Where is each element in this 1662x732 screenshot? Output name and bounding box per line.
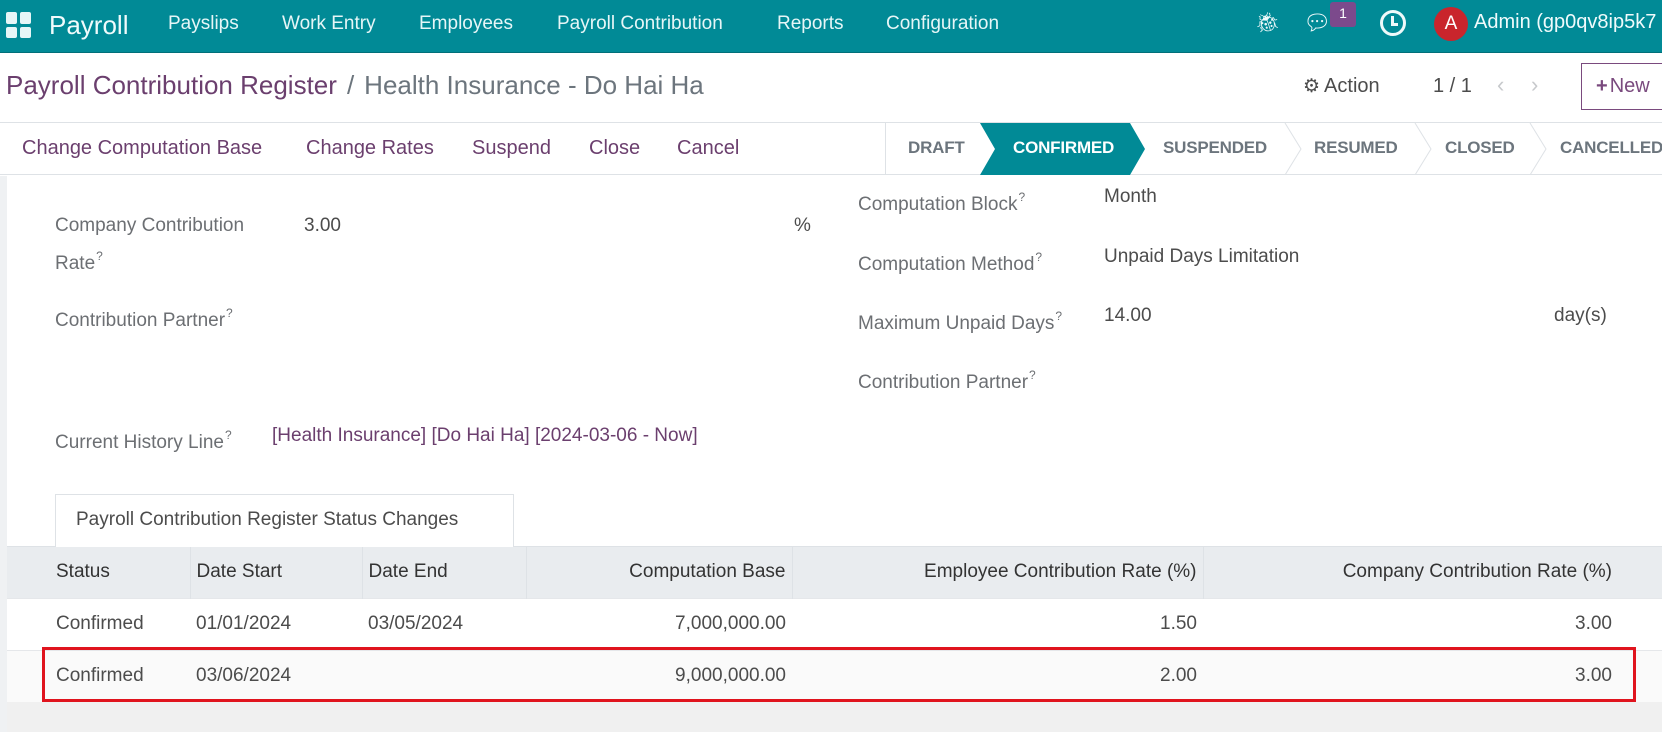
current-history-line-link[interactable]: [Health Insurance] [Do Hai Ha] [2024-03-… — [272, 425, 698, 446]
breadcrumb-current: Health Insurance - Do Hai Ha — [364, 70, 704, 100]
cell-computation-base: 7,000,000.00 — [526, 597, 792, 650]
change-computation-base-button[interactable]: Change Computation Base — [22, 137, 263, 159]
close-button[interactable]: Close — [589, 137, 641, 159]
stage-separator-icon — [1284, 123, 1302, 175]
clock-icon[interactable] — [1380, 10, 1406, 36]
computation-block-label: Computation Block? — [858, 190, 1026, 215]
pager-next-icon[interactable]: › — [1531, 72, 1539, 97]
new-button[interactable]: + New — [1581, 63, 1662, 110]
new-label: New — [1609, 75, 1650, 97]
action-label: Action — [1324, 75, 1380, 97]
menu-employees[interactable]: Employees — [419, 13, 513, 34]
bug-icon[interactable]: 🐞︎ — [1255, 12, 1281, 34]
top-navbar: Payroll Payslips Work Entry Employees Pa… — [0, 0, 1662, 53]
right-contribution-partner-label: Contribution Partner? — [858, 368, 1036, 393]
app-name[interactable]: Payroll — [49, 10, 129, 40]
menu-payslips[interactable]: Payslips — [168, 13, 239, 34]
pager-previous-icon[interactable]: ‹ — [1497, 72, 1505, 97]
computation-method-value[interactable]: Unpaid Days Limitation — [1104, 246, 1300, 267]
column-header-employee-rate[interactable]: Employee Contribution Rate (%) — [792, 547, 1204, 598]
menu-reports[interactable]: Reports — [777, 13, 844, 34]
cell-company-rate: 3.00 — [1203, 649, 1662, 702]
action-button[interactable]: ⚙ Action — [1303, 75, 1380, 98]
chat-badge: 1 — [1330, 2, 1356, 27]
sheet-left-gutter — [0, 176, 7, 732]
cancel-button[interactable]: Cancel — [677, 137, 740, 159]
stage-separator-icon — [1529, 123, 1547, 175]
cell-status: Confirmed — [7, 649, 190, 702]
company-rate-label-cont: Rate? — [55, 249, 103, 274]
change-rates-button[interactable]: Change Rates — [306, 137, 434, 159]
stage-separator-icon — [1414, 123, 1432, 175]
stage-confirmed[interactable]: CONFIRMED — [1013, 138, 1115, 157]
plus-icon: + — [1596, 75, 1608, 97]
column-header-status[interactable]: Status — [7, 547, 191, 598]
breadcrumb-separator: / — [346, 70, 355, 100]
status-changes-table: Status Date Start Date End Computation B… — [7, 547, 1662, 702]
stage-resumed[interactable]: RESUMED — [1314, 138, 1398, 157]
stage-draft[interactable]: DRAFT — [908, 138, 965, 157]
cell-date-start: 01/01/2024 — [190, 597, 362, 650]
cell-computation-base: 9,000,000.00 — [526, 649, 792, 702]
cell-date-end — [362, 649, 526, 702]
pager-value[interactable]: 1 / 1 — [1433, 75, 1472, 97]
menu-payroll-contribution[interactable]: Payroll Contribution — [557, 13, 723, 34]
help-icon[interactable]: ? — [96, 249, 103, 263]
help-icon[interactable]: ? — [1035, 250, 1043, 264]
menu-configuration[interactable]: Configuration — [886, 13, 1000, 34]
suspend-button[interactable]: Suspend — [472, 137, 551, 159]
cell-date-start: 03/06/2024 — [190, 649, 362, 702]
company-rate-unit: % — [794, 215, 811, 236]
computation-method-label: Computation Method? — [858, 250, 1043, 275]
help-icon[interactable]: ? — [1029, 368, 1036, 382]
help-icon[interactable]: ? — [226, 306, 233, 320]
tab-underline — [7, 546, 1662, 547]
breadcrumb: Payroll Contribution Register / Health Ins… — [6, 70, 704, 101]
help-icon[interactable]: ? — [1018, 190, 1026, 204]
table-row[interactable]: Confirmed 03/06/2024 9,000,000.00 2.00 3… — [7, 649, 1662, 702]
company-rate-value[interactable]: 3.00 — [304, 215, 341, 236]
stage-suspended[interactable]: SUSPENDED — [1163, 138, 1268, 157]
chat-icon[interactable]: 💬︎ — [1303, 10, 1331, 35]
cell-company-rate: 3.00 — [1203, 597, 1662, 650]
cell-employee-rate: 1.50 — [792, 597, 1203, 650]
active-stage-arrow — [980, 123, 1145, 175]
stage-closed[interactable]: CLOSED — [1445, 138, 1515, 157]
statusbar: Change Computation Base Change Rates Sus… — [0, 123, 1662, 175]
max-unpaid-days-value[interactable]: 14.00 — [1104, 305, 1152, 326]
cell-date-end: 03/05/2024 — [362, 597, 526, 650]
table-header-row: Status Date Start Date End Computation B… — [7, 547, 1662, 598]
current-history-line-label: Current History Line? — [55, 428, 232, 453]
column-header-date-end[interactable]: Date End — [362, 547, 527, 598]
stage-pipeline — [885, 123, 1662, 175]
user-menu[interactable]: Admin (gp0qv8ip5k7 — [1474, 11, 1657, 33]
column-header-company-rate[interactable]: Company Contribution Rate (%) — [1203, 547, 1662, 598]
column-header-date-start[interactable]: Date Start — [190, 547, 363, 598]
stage-cancelled[interactable]: CANCELLED — [1560, 138, 1662, 157]
help-icon[interactable]: ? — [224, 428, 232, 442]
breadcrumb-parent[interactable]: Payroll Contribution Register — [6, 70, 337, 100]
apps-grid-icon[interactable] — [6, 12, 32, 38]
computation-block-value[interactable]: Month — [1104, 186, 1157, 207]
column-header-computation-base[interactable]: Computation Base — [526, 547, 793, 598]
max-unpaid-days-label: Maximum Unpaid Days? — [858, 309, 1063, 334]
cutoff-label: Rate — [55, 160, 115, 176]
contribution-partner-label: Contribution Partner? — [55, 306, 233, 331]
menu-work-entry[interactable]: Work Entry — [282, 13, 376, 34]
max-unpaid-days-unit: day(s) — [1554, 305, 1607, 326]
sheet-bottom-background — [7, 702, 1662, 732]
help-icon[interactable]: ? — [1055, 309, 1063, 323]
tab-status-changes[interactable]: Payroll Contribution Register Status Cha… — [55, 494, 514, 547]
divider — [0, 122, 1662, 123]
cell-status: Confirmed — [7, 597, 190, 650]
gear-icon: ⚙ — [1303, 76, 1321, 97]
avatar[interactable]: A — [1434, 7, 1468, 41]
table-row[interactable]: Confirmed 01/01/2024 03/05/2024 7,000,00… — [7, 597, 1662, 650]
cell-employee-rate: 2.00 — [792, 649, 1203, 702]
company-rate-label: Company Contribution — [55, 215, 245, 236]
